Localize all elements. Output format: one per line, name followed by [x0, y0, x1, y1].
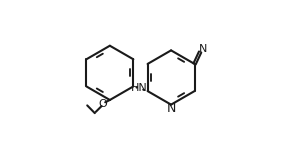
Text: N: N — [166, 102, 176, 115]
Text: N: N — [199, 44, 207, 54]
Text: O: O — [98, 99, 107, 109]
Text: HN: HN — [131, 83, 148, 93]
